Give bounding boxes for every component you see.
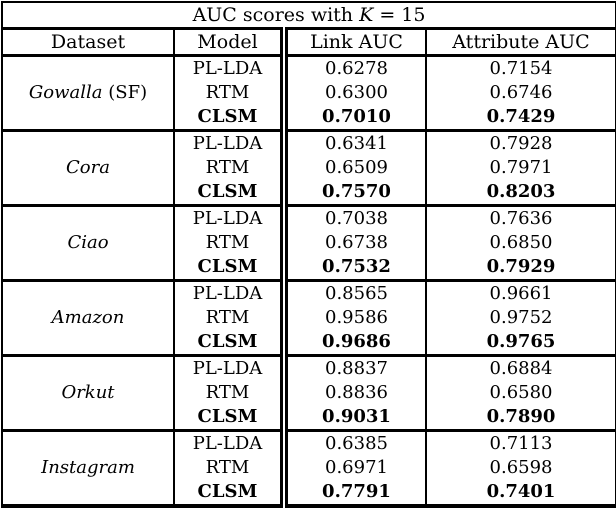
link-auc-cell: 0.6385 (280, 430, 427, 456)
attribute-auc-cell: 0.7929 (426, 255, 616, 282)
table-row: RTM 0.6300 0.6746 (2, 81, 616, 105)
link-auc-cell: 0.7010 (280, 105, 427, 132)
attribute-auc-cell: 0.6746 (489, 82, 553, 103)
link-auc-cell: 0.6278 (280, 55, 427, 81)
model-cell: CLSM (174, 180, 284, 207)
model-cell: CLSM (174, 405, 284, 432)
column-header-dataset: Dataset (2, 28, 175, 57)
model-cell: RTM (205, 232, 250, 253)
link-auc-cell: 0.6341 (280, 130, 427, 156)
link-auc-cell: 0.9586 (280, 306, 427, 330)
table-row: Gowalla (SF) PL-LDA 0.6278 0.7154 (2, 55, 616, 132)
dataset-name: Gowalla (28, 82, 103, 103)
table-row: Orkut PL-LDA 0.8837 0.6884 (2, 355, 616, 432)
attribute-auc-cell: 0.9752 (489, 307, 553, 328)
table-row: Instagram PL-LDA 0.6385 0.7113 (2, 430, 616, 508)
table-title: AUC scores with K = 15 (2, 2, 616, 30)
table-row: Cora PL-LDA 0.6341 0.7928 (2, 130, 616, 207)
model-cell: CLSM (174, 330, 284, 357)
link-auc-cell: 0.8837 (280, 355, 427, 381)
attribute-auc-cell: 0.6850 (489, 232, 553, 253)
attribute-auc-cell: 0.9765 (426, 330, 616, 357)
model-cell: RTM (205, 307, 250, 328)
link-auc-cell: 0.9686 (280, 330, 427, 357)
attribute-auc-cell: 0.7890 (426, 405, 616, 432)
attribute-auc-cell: 0.7401 (426, 480, 616, 508)
model-cell: CLSM (174, 105, 284, 132)
header-row: Dataset Model Link AUC Attribute AUC (2, 28, 616, 57)
link-auc-cell: 0.8836 (280, 381, 427, 405)
dataset-cell: Orkut (2, 355, 175, 432)
attribute-auc-cell: 0.7113 (489, 433, 553, 454)
dataset-name: Instagram (41, 457, 135, 478)
link-auc-cell: 0.7791 (280, 480, 427, 508)
model-cell: PL-LDA (192, 133, 263, 154)
model-cell: RTM (205, 157, 250, 178)
table-row: RTM 0.6738 0.6850 (2, 231, 616, 255)
dataset-name: Cora (66, 157, 110, 178)
attribute-auc-cell: 0.7429 (426, 105, 616, 132)
table-row: CLSM 0.9686 0.9765 (2, 330, 616, 357)
model-cell: PL-LDA (192, 208, 263, 229)
dataset-cell: Amazon (2, 280, 175, 357)
attribute-auc-cell: 0.7636 (489, 208, 553, 229)
model-cell: RTM (205, 82, 250, 103)
table-row: CLSM 0.7791 0.7401 (2, 480, 616, 508)
attribute-auc-cell: 0.6580 (489, 382, 553, 403)
attribute-auc-cell: 0.6884 (489, 358, 553, 379)
table-row: CLSM 0.9031 0.7890 (2, 405, 616, 432)
column-header-link-auc: Link AUC (280, 28, 427, 57)
dataset-name: Amazon (51, 307, 125, 328)
link-auc-cell: 0.7570 (280, 180, 427, 207)
link-auc-cell: 0.6738 (280, 231, 427, 255)
attribute-auc-cell: 0.8203 (426, 180, 616, 207)
dataset-cell: Ciao (2, 205, 175, 282)
link-auc-cell: 0.7038 (280, 205, 427, 231)
dataset-cell: Gowalla (SF) (2, 55, 175, 132)
model-cell: RTM (205, 382, 250, 403)
link-auc-cell: 0.8565 (280, 280, 427, 306)
title-row: AUC scores with K = 15 (2, 2, 616, 30)
model-cell: PL-LDA (192, 433, 263, 454)
dataset-cell: Cora (2, 130, 175, 207)
table-row: Ciao PL-LDA 0.7038 0.7636 (2, 205, 616, 282)
column-header-attribute-auc: Attribute AUC (426, 28, 616, 57)
model-cell: PL-LDA (192, 58, 263, 79)
table-row: Amazon PL-LDA 0.8565 0.9661 (2, 280, 616, 357)
link-auc-cell: 0.6971 (280, 456, 427, 480)
table-row: RTM 0.6509 0.7971 (2, 156, 616, 180)
link-auc-cell: 0.7532 (280, 255, 427, 282)
dataset-name: Ciao (67, 232, 109, 253)
table-row: RTM 0.6971 0.6598 (2, 456, 616, 480)
link-auc-cell: 0.9031 (280, 405, 427, 432)
title-k-variable: K (359, 4, 374, 26)
dataset-cell: Instagram (2, 430, 175, 508)
model-cell: CLSM (174, 480, 284, 508)
table-row: RTM 0.8836 0.6580 (2, 381, 616, 405)
attribute-auc-cell: 0.6598 (489, 457, 553, 478)
link-auc-cell: 0.6300 (280, 81, 427, 105)
table-body: Gowalla (SF) PL-LDA 0.6278 0.7154 RTM 0.6300 0… (2, 55, 616, 508)
model-cell: RTM (205, 457, 250, 478)
link-auc-cell: 0.6509 (280, 156, 427, 180)
table-row: RTM 0.9586 0.9752 (2, 306, 616, 330)
table-row: CLSM 0.7570 0.8203 (2, 180, 616, 207)
title-prefix: AUC scores with (192, 4, 360, 26)
table-row: CLSM 0.7010 0.7429 (2, 105, 616, 132)
attribute-auc-cell: 0.7971 (489, 157, 553, 178)
attribute-auc-cell: 0.7928 (489, 133, 553, 154)
attribute-auc-cell: 0.9661 (489, 283, 553, 304)
dataset-suffix: (SF) (102, 82, 148, 103)
model-cell: PL-LDA (192, 283, 263, 304)
model-cell: CLSM (174, 255, 284, 282)
attribute-auc-cell: 0.7154 (489, 58, 553, 79)
dataset-name: Orkut (61, 382, 115, 403)
title-suffix: = 15 (373, 4, 426, 26)
column-header-model: Model (174, 28, 284, 57)
model-cell: PL-LDA (192, 358, 263, 379)
table-row: CLSM 0.7532 0.7929 (2, 255, 616, 282)
